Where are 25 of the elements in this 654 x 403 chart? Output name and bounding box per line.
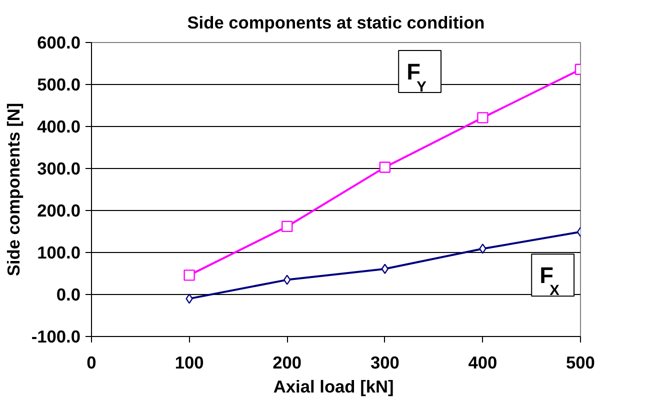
point [186,294,193,304]
point [282,220,293,232]
point [477,112,488,124]
y-tick-label: 100.0 [37,242,81,262]
point [479,244,486,254]
point [381,264,388,274]
x-tick-label: 500 [566,352,595,372]
y-tick-label: 200.0 [37,200,81,220]
x-tick-label: 100 [174,352,204,372]
y-tick-label: 300.0 [37,158,81,178]
point [284,274,291,285]
x-tick-label: 400 [468,352,498,372]
x-tick-label: 300 [370,352,400,372]
y-tick-label: -100.0 [31,326,81,346]
y-tick-label: 600.0 [37,32,81,52]
x-tick-label: 0 [86,352,96,372]
y-axis-title: Side components [N] [3,102,24,276]
point [379,162,390,173]
y-tick-label: 0.0 [56,284,81,304]
x-axis-title: Axial load [kN] [273,376,394,396]
y-tick-label: 500.0 [37,74,81,94]
chart-title: Side components at static condition [187,12,485,32]
point [184,270,195,281]
x-tick-label: 200 [272,352,302,372]
y-tick-label: 400.0 [37,116,81,136]
